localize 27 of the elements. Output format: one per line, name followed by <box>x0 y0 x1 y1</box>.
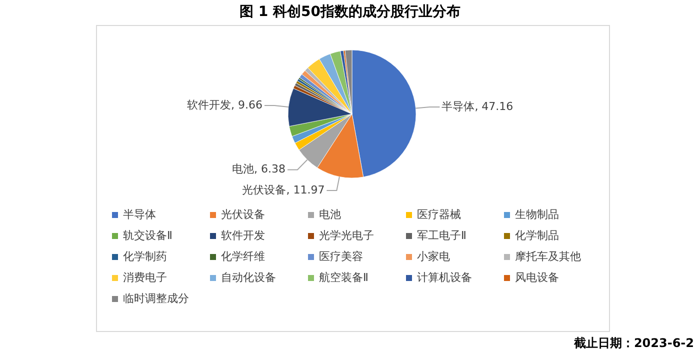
legend-label: 光学光电子 <box>319 228 374 243</box>
chart-title: 图 1 科创50指数的成分股行业分布 <box>238 3 462 21</box>
legend-label: 风电设备 <box>515 270 559 285</box>
legend-label: 化学制药 <box>123 249 167 264</box>
legend-label: 计算机设备 <box>417 270 472 285</box>
legend-label: 半导体 <box>123 207 156 222</box>
legend-label: 自动化设备 <box>221 270 276 285</box>
data-label: 光伏设备, 11.97 <box>242 183 325 196</box>
legend-label: 电池 <box>319 207 341 222</box>
legend-label: 小家电 <box>417 249 450 264</box>
legend-label: 生物制品 <box>515 207 559 222</box>
legend-label: 软件开发 <box>221 228 265 243</box>
legend-label: 化学制品 <box>515 228 559 243</box>
text: 截止日期：2023-6-2 <box>574 335 694 352</box>
legend-label: 医疗美容 <box>319 249 363 264</box>
legend-label: 摩托车及其他 <box>515 249 581 264</box>
legend-label: 光伏设备 <box>221 207 265 222</box>
data-label: 半导体, 47.16 <box>442 100 514 113</box>
legend-label: 军工电子Ⅱ <box>417 228 466 243</box>
legend-label: 化学纤维 <box>221 249 265 264</box>
legend-label: 轨交设备Ⅱ <box>123 228 172 243</box>
legend-label: 消费电子 <box>123 270 167 285</box>
legend-label: 航空装备Ⅱ <box>319 270 368 285</box>
legend-label: 临时调整成分 <box>123 291 189 306</box>
data-label: 软件开发, 9.66 <box>186 98 262 112</box>
legend-label: 医疗器械 <box>417 207 461 222</box>
data-label: 电池, 6.38 <box>232 162 286 176</box>
